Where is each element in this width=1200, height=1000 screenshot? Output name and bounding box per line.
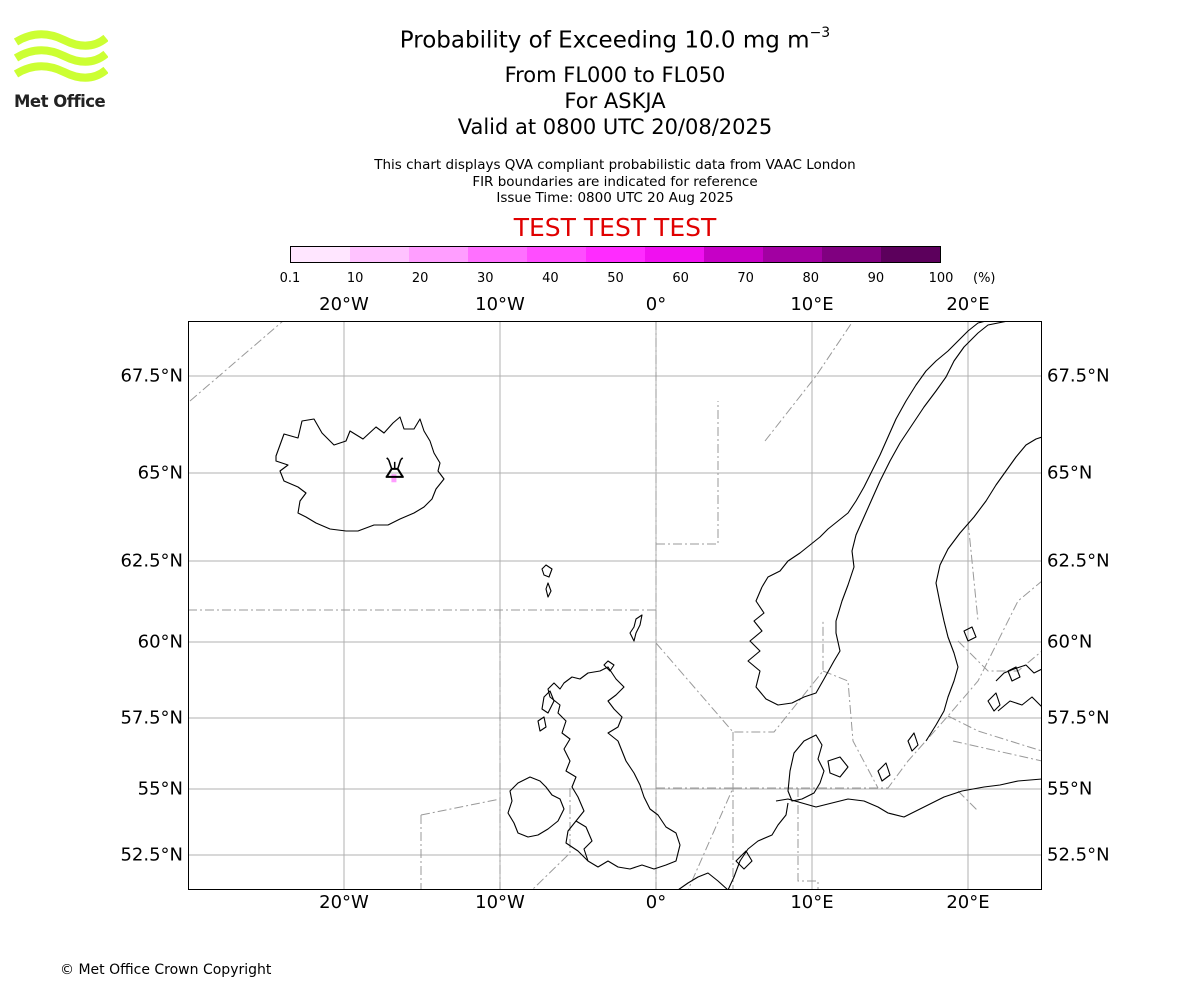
longitude-label: 20°W <box>319 892 369 913</box>
colorbar-segment <box>291 247 350 262</box>
colorbar-segment <box>822 247 881 262</box>
latitude-label: 57.5°N <box>1047 707 1110 729</box>
colorbar-segment <box>468 247 527 262</box>
longitude-label: 0° <box>645 294 667 315</box>
chart-title: Probability of Exceeding 10.0 mg m−3 <box>399 25 831 54</box>
latitude-label: 67.5°N <box>1047 365 1110 387</box>
latitude-label: 62.5°N <box>120 550 183 572</box>
subtitle-volcano: For ASKJA <box>564 89 666 113</box>
longitude-label: 0° <box>645 892 667 913</box>
coastlines <box>275 321 1042 890</box>
colorbar-segment <box>763 247 822 262</box>
logo-text: Met Office <box>14 92 106 111</box>
colorbar-tick-label: 0.1 <box>279 271 301 286</box>
map-panel <box>188 321 1042 890</box>
colorbar-tick-label: 20 <box>411 271 429 286</box>
longitude-label: 10°E <box>790 892 834 913</box>
longitude-label: 10°E <box>790 294 834 315</box>
subtitle-levels: From FL000 to FL050 <box>504 63 726 87</box>
colorbar-segment <box>704 247 763 262</box>
note-qva: This chart displays QVA compliant probab… <box>374 157 856 173</box>
note-issue-time: Issue Time: 0800 UTC 20 Aug 2025 <box>496 190 734 206</box>
longitude-label: 20°E <box>946 892 990 913</box>
volcano-icon <box>385 457 404 478</box>
latitude-label: 60°N <box>137 631 183 653</box>
longitude-label: 10°W <box>475 892 525 913</box>
latitude-label: 60°N <box>1047 631 1093 653</box>
colorbar <box>290 246 941 263</box>
colorbar-tick-label: 30 <box>477 271 494 286</box>
colorbar-segment <box>409 247 468 262</box>
latitude-label: 55°N <box>137 778 183 800</box>
colorbar-unit: (%) <box>973 271 996 286</box>
met-office-logo-icon <box>14 30 108 82</box>
longitude-label: 20°E <box>946 294 990 315</box>
latitude-label: 65°N <box>1047 462 1093 484</box>
colorbar-segment <box>586 247 645 262</box>
colorbar-tick-label: 90 <box>867 271 885 286</box>
colorbar-tick-label: 80 <box>802 271 820 286</box>
latitude-label: 65°N <box>137 462 183 484</box>
longitude-label: 20°W <box>319 294 369 315</box>
colorbar-segment <box>645 247 704 262</box>
colorbar-segment <box>881 247 940 262</box>
note-fir: FIR boundaries are indicated for referen… <box>472 174 758 190</box>
probability-cell <box>391 474 397 483</box>
colorbar-tick-label: 10 <box>346 271 364 286</box>
probability-cells <box>391 474 397 483</box>
latitude-label: 67.5°N <box>120 365 183 387</box>
colorbar-tick-label: 70 <box>737 271 754 286</box>
latitude-label: 52.5°N <box>120 844 183 866</box>
colorbar-segment <box>350 247 409 262</box>
latitude-label: 57.5°N <box>120 707 183 729</box>
colorbar-tick-label: 100 <box>928 271 954 286</box>
colorbar-tick-label: 60 <box>672 271 689 286</box>
colorbar-segment <box>527 247 586 262</box>
latitude-label: 62.5°N <box>1047 550 1110 572</box>
copyright: © Met Office Crown Copyright <box>60 962 272 978</box>
longitude-label: 10°W <box>475 294 525 315</box>
latitude-label: 55°N <box>1047 778 1093 800</box>
fir-boundaries <box>188 321 1042 890</box>
gridlines <box>188 321 1042 890</box>
test-banner: TEST TEST TEST <box>513 213 717 242</box>
map-frame <box>188 321 1042 890</box>
latitude-label: 52.5°N <box>1047 844 1110 866</box>
colorbar-tick-label: 50 <box>607 271 624 286</box>
colorbar-tick-label: 40 <box>542 271 559 286</box>
subtitle-valid-time: Valid at 0800 UTC 20/08/2025 <box>457 115 773 139</box>
